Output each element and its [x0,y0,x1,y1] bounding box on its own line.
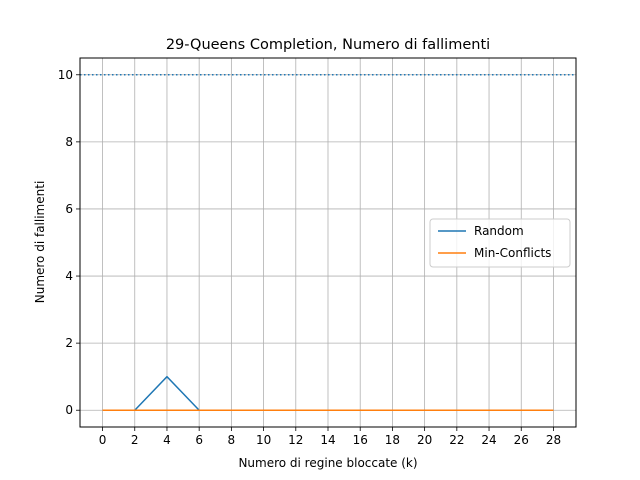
x-tick-label: 28 [546,433,561,447]
x-tick-label: 2 [131,433,139,447]
y-tick-label: 10 [58,68,73,82]
x-tick-label: 8 [228,433,236,447]
x-tick-label: 26 [514,433,529,447]
x-tick-label: 20 [417,433,432,447]
y-axis-ticks: 0 2 4 6 8 10 [58,68,80,417]
legend-label: Random [474,224,524,238]
x-tick-label: 18 [385,433,400,447]
y-tick-label: 6 [65,202,73,216]
legend: Random Min-Conflicts [429,218,571,268]
x-tick-label: 16 [353,433,368,447]
y-tick-label: 0 [65,403,73,417]
x-tick-label: 6 [195,433,203,447]
y-tick-label: 8 [65,135,73,149]
x-axis-label: Numero di regine bloccate (k) [238,456,417,470]
x-tick-label: 22 [449,433,464,447]
x-tick-label: 12 [288,433,303,447]
y-tick-label: 2 [65,336,73,350]
x-axis-ticks: 0 2 4 6 8 10 12 14 16 18 20 22 24 26 28 [99,427,561,447]
x-tick-label: 24 [481,433,496,447]
series-group [102,375,554,411]
x-tick-label: 4 [163,433,171,447]
y-axis-label: Numero di fallimenti [33,181,47,304]
x-tick-label: 14 [320,433,335,447]
x-tick-label: 0 [99,433,107,447]
legend-label: Min-Conflicts [474,246,551,260]
chart-title: 29-Queens Completion, Numero di fallimen… [166,37,490,53]
y-tick-label: 4 [65,269,73,283]
x-tick-label: 10 [256,433,271,447]
plot-frame [79,57,577,428]
